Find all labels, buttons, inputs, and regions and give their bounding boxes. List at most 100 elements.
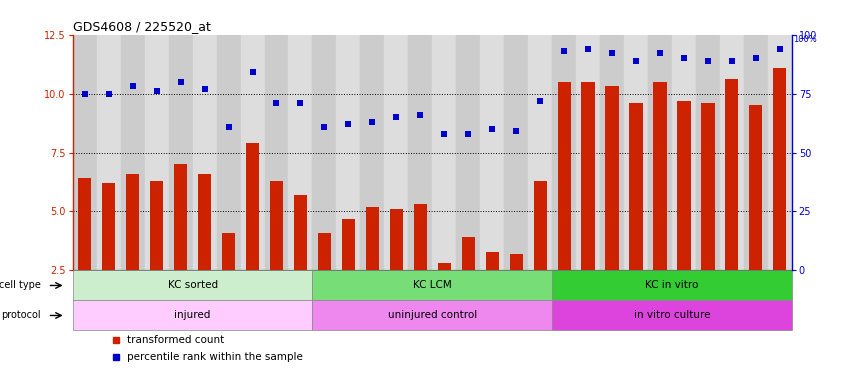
Point <box>294 100 307 106</box>
Point <box>174 79 187 85</box>
Point <box>413 112 427 118</box>
Text: in vitro culture: in vitro culture <box>633 311 710 321</box>
Point <box>78 91 92 97</box>
Bar <box>294 195 307 270</box>
Bar <box>581 82 595 270</box>
Text: transformed count: transformed count <box>127 335 224 345</box>
Bar <box>432 35 456 270</box>
Point <box>677 55 691 61</box>
Bar <box>437 263 451 270</box>
Bar <box>73 300 312 331</box>
Bar <box>653 82 667 270</box>
Point <box>126 83 140 89</box>
Point <box>270 100 283 106</box>
Bar <box>222 233 235 270</box>
Point <box>701 58 715 64</box>
Point <box>461 131 475 137</box>
Bar <box>246 143 259 270</box>
Bar <box>600 35 624 270</box>
Point <box>605 50 619 56</box>
Point <box>725 58 739 64</box>
Bar <box>312 270 552 300</box>
Text: uninjured control: uninjured control <box>388 311 477 321</box>
Bar <box>677 101 691 270</box>
Bar <box>73 35 97 270</box>
Bar <box>312 300 552 331</box>
Text: 100%: 100% <box>794 35 817 43</box>
Bar <box>174 164 187 270</box>
Text: GDS4608 / 225520_at: GDS4608 / 225520_at <box>73 20 211 33</box>
Point <box>557 48 571 54</box>
Point <box>150 88 163 94</box>
Bar <box>504 35 528 270</box>
Bar <box>97 35 121 270</box>
Text: cell type: cell type <box>0 280 40 290</box>
Bar <box>509 254 523 270</box>
Bar <box>312 35 336 270</box>
Point <box>485 126 499 132</box>
Bar <box>629 103 643 270</box>
Bar <box>217 35 241 270</box>
Bar <box>624 35 648 270</box>
Text: protocol: protocol <box>1 311 40 321</box>
Bar <box>102 183 116 270</box>
Bar <box>696 35 720 270</box>
Bar <box>701 103 715 270</box>
Bar <box>121 35 145 270</box>
Point <box>102 91 116 97</box>
Text: percentile rank within the sample: percentile rank within the sample <box>127 352 302 362</box>
Bar <box>241 35 265 270</box>
Text: KC sorted: KC sorted <box>168 280 217 290</box>
Bar <box>408 35 432 270</box>
Bar <box>605 86 619 270</box>
Point <box>749 55 763 61</box>
Bar <box>533 181 547 270</box>
Bar <box>725 79 739 270</box>
Bar <box>485 252 499 270</box>
Point <box>366 119 379 125</box>
Text: injured: injured <box>175 311 211 321</box>
Bar <box>270 181 283 270</box>
Bar <box>78 179 92 270</box>
Bar <box>336 35 360 270</box>
Point <box>533 98 547 104</box>
Bar <box>198 174 211 270</box>
Bar <box>342 218 355 270</box>
Bar <box>773 68 787 270</box>
Bar <box>169 35 193 270</box>
Bar <box>366 207 379 270</box>
Point <box>773 46 787 52</box>
Point <box>581 46 595 52</box>
Point <box>389 114 403 120</box>
Bar <box>648 35 672 270</box>
Bar <box>768 35 792 270</box>
Point <box>198 86 211 92</box>
Text: KC in vitro: KC in vitro <box>645 280 698 290</box>
Point <box>653 50 667 56</box>
Bar <box>552 300 792 331</box>
Bar <box>456 35 480 270</box>
Bar <box>744 35 768 270</box>
Bar <box>552 270 792 300</box>
Bar <box>552 35 576 270</box>
Bar <box>720 35 744 270</box>
Bar <box>73 270 312 300</box>
Bar <box>288 35 312 270</box>
Point <box>222 124 235 130</box>
Point <box>509 128 523 134</box>
Point <box>437 131 451 137</box>
Bar <box>480 35 504 270</box>
Bar <box>360 35 384 270</box>
Point <box>318 124 331 130</box>
Bar <box>461 237 475 270</box>
Bar <box>145 35 169 270</box>
Point <box>246 69 259 75</box>
Bar <box>557 82 571 270</box>
Bar <box>749 105 763 270</box>
Bar <box>528 35 552 270</box>
Bar <box>672 35 696 270</box>
Point <box>342 121 355 127</box>
Bar <box>193 35 217 270</box>
Bar <box>384 35 408 270</box>
Text: KC LCM: KC LCM <box>413 280 452 290</box>
